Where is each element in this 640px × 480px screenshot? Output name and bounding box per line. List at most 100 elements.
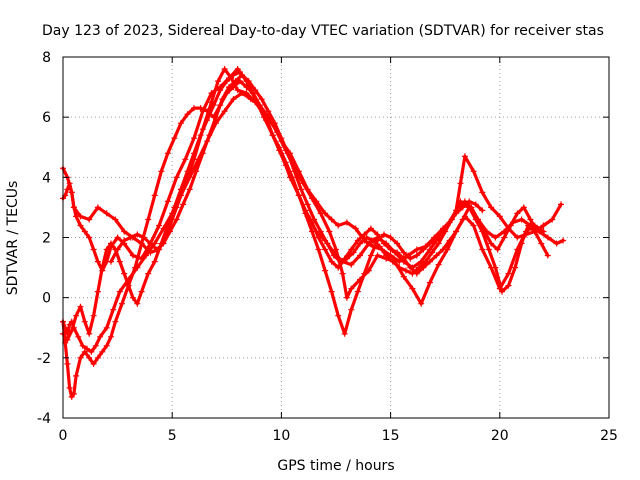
data-point [186,174,193,181]
x-tick-label: 5 [168,428,177,444]
series-track-3 [60,90,547,355]
data-point [328,216,335,223]
data-point [470,222,477,229]
data-point [134,231,141,238]
data-point [328,258,335,265]
data-point [99,264,106,271]
data-point [330,252,337,259]
data-point [400,255,407,262]
data-point [108,240,114,247]
data-point [103,342,110,349]
data-point [86,234,93,241]
data-point [507,222,514,229]
data-point [518,216,525,223]
data-point [341,330,348,337]
data-point [204,117,211,124]
data-point [533,228,540,235]
y-tick-label: 0 [42,291,51,307]
data-point [90,312,97,319]
data-point [311,216,318,223]
data-point [160,240,167,247]
data-point [129,294,136,301]
data-point [97,333,104,340]
data-point [298,186,305,193]
data-point [199,150,206,157]
data-point [374,231,381,238]
y-tick-label: -2 [37,351,51,367]
data-point [374,252,381,259]
data-point [309,195,315,202]
data-point [164,222,171,229]
data-point [212,114,219,121]
data-point [230,96,237,103]
data-point [505,270,512,277]
data-point [376,243,383,250]
data-point [182,156,189,163]
data-point [271,120,278,127]
data-point [265,108,272,115]
data-point [191,105,197,112]
data-point [540,222,547,229]
data-point [110,306,117,313]
data-point [479,246,486,253]
data-point [435,240,442,247]
data-point [402,267,409,274]
data-point [116,288,123,295]
y-tick-label: 8 [42,50,51,66]
data-point [400,249,407,256]
data-point [247,96,254,103]
data-point [256,102,263,109]
data-point [354,288,361,295]
data-point [81,348,88,355]
data-point [193,168,200,175]
data-point [426,279,433,286]
data-point [370,237,377,244]
data-point [433,252,440,259]
data-point [138,240,145,247]
data-point [453,228,460,235]
data-point [468,204,475,211]
data-point [204,108,211,115]
data-point [322,246,329,253]
data-point [116,258,123,265]
series-line [61,91,546,354]
data-point [381,231,387,238]
data-point [94,354,101,361]
data-point [343,255,350,262]
data-point [210,102,217,109]
data-point [99,348,106,355]
x-tick-label: 10 [272,428,290,444]
data-point [457,180,464,187]
data-point [86,216,93,223]
series-track-2 [60,66,564,274]
data-point [448,216,455,223]
data-point [92,342,99,349]
data-point [164,198,171,205]
data-point [145,270,152,277]
data-point [64,336,71,343]
data-point [520,204,527,211]
data-point [337,258,344,265]
data-point [407,264,414,271]
data-point [442,228,449,235]
data-point [335,222,342,229]
data-point [472,201,479,208]
data-point [217,87,224,94]
data-point [322,267,329,274]
data-point [258,96,265,103]
data-point [413,246,420,253]
data-point [352,225,359,232]
data-point [470,168,477,175]
data-point [315,234,322,241]
data-point [239,90,246,97]
data-point [343,219,350,226]
data-point [269,132,276,139]
data-point [440,246,446,253]
data-point [208,90,215,97]
data-point [186,186,193,193]
data-point [553,240,560,247]
data-point [435,261,442,268]
data-point [86,354,93,361]
data-point [496,213,503,220]
data-point [514,210,521,217]
